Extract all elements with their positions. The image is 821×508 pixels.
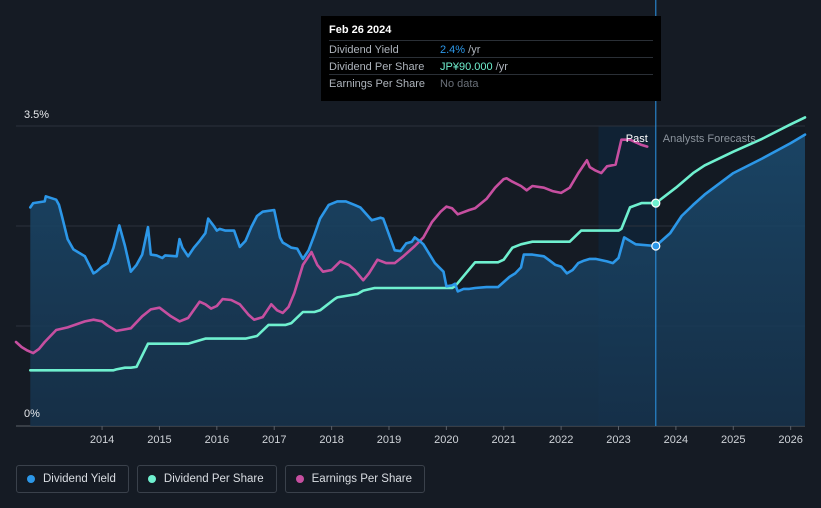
tooltip-value: JP¥90.000 /yr [440, 61, 508, 73]
dividend-per-share-marker [651, 198, 661, 208]
legend-dividend-per-share[interactable]: Dividend Per Share [136, 465, 277, 493]
x-tick-label: 2021 [492, 434, 516, 446]
dividend-yield-line [29, 133, 807, 293]
tooltip-value: 2.4% /yr [440, 44, 481, 56]
markers [651, 198, 661, 251]
x-tick-label: 2015 [147, 434, 171, 446]
tooltip-row-earnings-per-share: Earnings Per Share No data [329, 74, 653, 92]
tooltip-row-dividend-yield: Dividend Yield 2.4% /yr [329, 40, 653, 58]
dividend-yield-area [30, 134, 806, 426]
x-tick-label: 2022 [549, 434, 573, 446]
x-tick-label: 2024 [664, 434, 688, 446]
tooltip-label: Dividend Per Share [329, 61, 425, 73]
x-tick-label: 2023 [606, 434, 630, 446]
tooltip-label: Dividend Yield [329, 44, 399, 56]
past-label: Past [626, 133, 648, 145]
y-tick-label-top: 3.5% [24, 109, 50, 121]
forecast-label: Analysts Forecasts [663, 133, 756, 145]
dividend-per-share-line [29, 116, 807, 372]
tooltip-row-dividend-per-share: Dividend Per Share JP¥90.000 /yr [329, 57, 653, 75]
tooltip-value: No data [440, 78, 479, 90]
legend-dot-icon [27, 475, 35, 483]
legend-label: Dividend Per Share [163, 473, 264, 485]
x-tick-label: 2018 [319, 434, 343, 446]
tooltip-label: Earnings Per Share [329, 78, 425, 90]
x-tick-label: 2017 [262, 434, 286, 446]
x-tick-label: 2016 [205, 434, 229, 446]
legend-label: Dividend Yield [43, 473, 116, 485]
series-lines [14, 116, 807, 372]
legend-dot-icon [295, 475, 304, 483]
tooltip-date: Feb 26 2024 [329, 24, 392, 36]
x-tick-label: 2025 [721, 434, 745, 446]
x-tick-label: 2020 [434, 434, 458, 446]
x-tick-label: 2014 [90, 434, 114, 446]
x-axis: 2014 2015 2016 2017 2018 2019 2020 2021 2022 2023… [90, 426, 803, 446]
tooltip: Feb 26 2024 Dividend Yield 2.4% /yr Divi… [321, 16, 661, 101]
y-tick-label-bottom: 0% [24, 408, 40, 420]
legend-earnings-per-share[interactable]: Earnings Per Share [284, 465, 425, 493]
x-tick-label: 2026 [778, 434, 802, 446]
dividend-yield-marker [651, 241, 661, 251]
earnings-per-share-line [14, 138, 649, 355]
legend-label: Earnings Per Share [311, 473, 412, 485]
x-tick-label: 2019 [377, 434, 401, 446]
legend-dot-icon [147, 475, 156, 483]
legend-dividend-yield[interactable]: Dividend Yield [16, 465, 129, 493]
legend: Dividend Yield Dividend Per Share Earnin… [16, 465, 425, 495]
